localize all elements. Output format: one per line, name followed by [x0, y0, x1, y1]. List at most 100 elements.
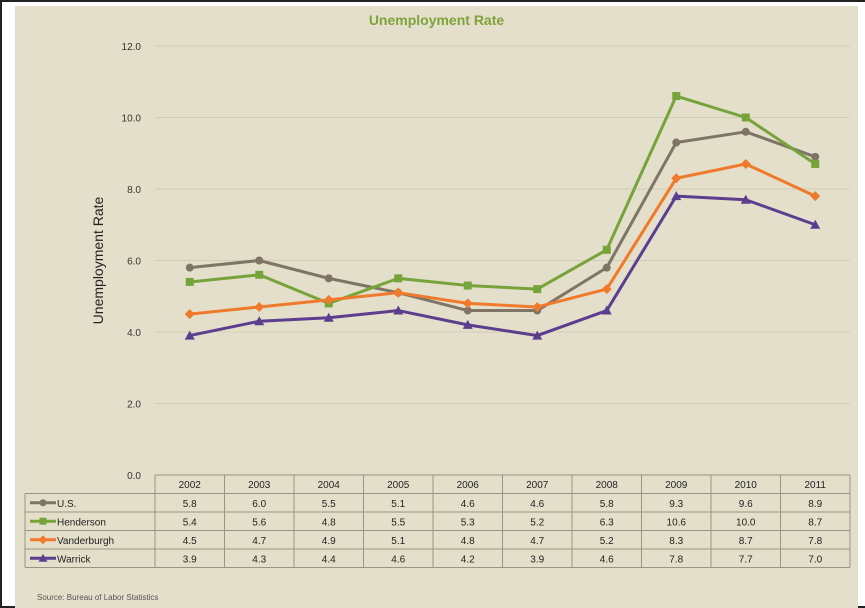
table-value: 5.3	[461, 517, 475, 528]
data-point	[741, 113, 750, 122]
table-value: 9.3	[669, 499, 683, 510]
y-axis-label: Unemployment Rate	[90, 196, 106, 324]
x-category-label: 2011	[804, 480, 826, 491]
data-point	[185, 263, 194, 272]
table-value: 4.6	[391, 554, 405, 565]
table-value: 4.5	[183, 536, 197, 547]
data-point	[601, 305, 612, 315]
table-value: 10.6	[667, 517, 687, 528]
data-point	[810, 219, 821, 229]
table-value: 10.0	[736, 517, 756, 528]
table-value: 8.7	[808, 517, 822, 528]
legend-key-marker	[38, 553, 48, 562]
chart-title: Unemployment Rate	[368, 12, 505, 28]
data-point	[532, 330, 543, 340]
table-value: 4.7	[530, 536, 544, 547]
table-value: 4.8	[322, 517, 336, 528]
data-point	[463, 281, 472, 290]
data-point	[672, 138, 681, 147]
data-point	[323, 294, 334, 305]
x-category-label: 2010	[735, 480, 758, 491]
y-tick-label: 6.0	[127, 257, 141, 268]
data-point	[810, 191, 821, 202]
legend-key-marker	[39, 499, 47, 507]
table-value: 5.8	[600, 499, 614, 510]
legend-label: Henderson	[57, 517, 106, 528]
table-value: 4.7	[252, 536, 266, 547]
legend-label: Vanderburgh	[57, 536, 114, 547]
chart-panel: Unemployment Rate 0.0 2.0 4.0 6.0 8.0 10.0 12.…	[15, 6, 858, 608]
y-tick-label: 4.0	[127, 328, 141, 339]
data-point	[602, 263, 611, 272]
data-point	[740, 194, 751, 204]
series-line-henderson	[189, 94, 817, 305]
data-point	[184, 330, 195, 340]
data-point	[533, 285, 542, 294]
table-value: 7.0	[808, 554, 822, 565]
table-value: 6.3	[600, 517, 614, 528]
table-value: 7.8	[669, 554, 683, 565]
table-value: 8.3	[669, 536, 683, 547]
data-point	[255, 270, 264, 279]
table-value: 5.5	[322, 499, 336, 510]
y-tick-label: 2.0	[127, 400, 141, 411]
table-value: 4.9	[322, 536, 336, 547]
data-point	[394, 274, 403, 283]
table-value: 4.4	[322, 554, 336, 565]
x-category-label: 2009	[665, 480, 688, 491]
table-value: 3.9	[183, 554, 197, 565]
data-point	[671, 191, 682, 201]
table-value: 7.7	[739, 554, 753, 565]
table-value: 5.5	[391, 517, 405, 528]
data-point	[254, 316, 265, 326]
table-value: 4.6	[530, 499, 544, 510]
data-point	[671, 173, 682, 184]
table-value: 5.1	[391, 499, 405, 510]
table-value: 4.6	[600, 554, 614, 565]
legend-key-marker	[39, 517, 47, 525]
table-value: 5.2	[600, 536, 614, 547]
data-point	[601, 284, 612, 295]
x-category-label: 2006	[457, 480, 480, 491]
data-point	[255, 256, 264, 265]
table-value: 4.2	[461, 554, 475, 565]
data-point	[185, 277, 194, 286]
table-value: 3.9	[530, 554, 544, 565]
table-value: 6.0	[252, 499, 266, 510]
source-note: Source: Bureau of Labor Statistics	[37, 593, 159, 602]
data-point	[324, 274, 333, 283]
y-tick-label: 10.0	[122, 114, 142, 125]
data-point	[741, 127, 750, 136]
data-point	[532, 301, 543, 312]
data-point	[462, 319, 473, 329]
series-line-warrick	[189, 194, 816, 338]
series-line-us	[189, 130, 816, 313]
data-point	[323, 312, 334, 322]
data-point	[184, 309, 195, 320]
data-point	[672, 92, 681, 101]
table-value: 5.1	[391, 536, 405, 547]
data-point	[393, 305, 404, 315]
x-category-label: 2002	[179, 480, 202, 491]
data-point	[602, 245, 611, 254]
table-value: 5.6	[252, 517, 266, 528]
legend-key-marker	[38, 535, 48, 545]
table-value: 4.3	[252, 554, 266, 565]
table-value: 9.6	[739, 499, 753, 510]
legend-label: U.S.	[57, 499, 76, 510]
table-value: 4.8	[461, 536, 475, 547]
table-value: 8.9	[808, 499, 822, 510]
legend-label: Warrick	[57, 554, 92, 565]
data-point	[462, 298, 473, 309]
table-value: 7.8	[808, 536, 822, 547]
table-value: 5.2	[530, 517, 544, 528]
y-tick-label: 12.0	[122, 42, 142, 53]
table-value: 5.8	[183, 499, 197, 510]
y-tick-label: 0.0	[127, 471, 141, 482]
data-point	[393, 287, 404, 298]
data-point	[811, 152, 820, 161]
data-point	[811, 159, 820, 168]
line-chart: 0.0 2.0 4.0 6.0 8.0 10.0 12.0 Unemployment Rate…	[24, 42, 851, 568]
table-value: 5.4	[183, 517, 197, 528]
data-point	[463, 306, 472, 315]
